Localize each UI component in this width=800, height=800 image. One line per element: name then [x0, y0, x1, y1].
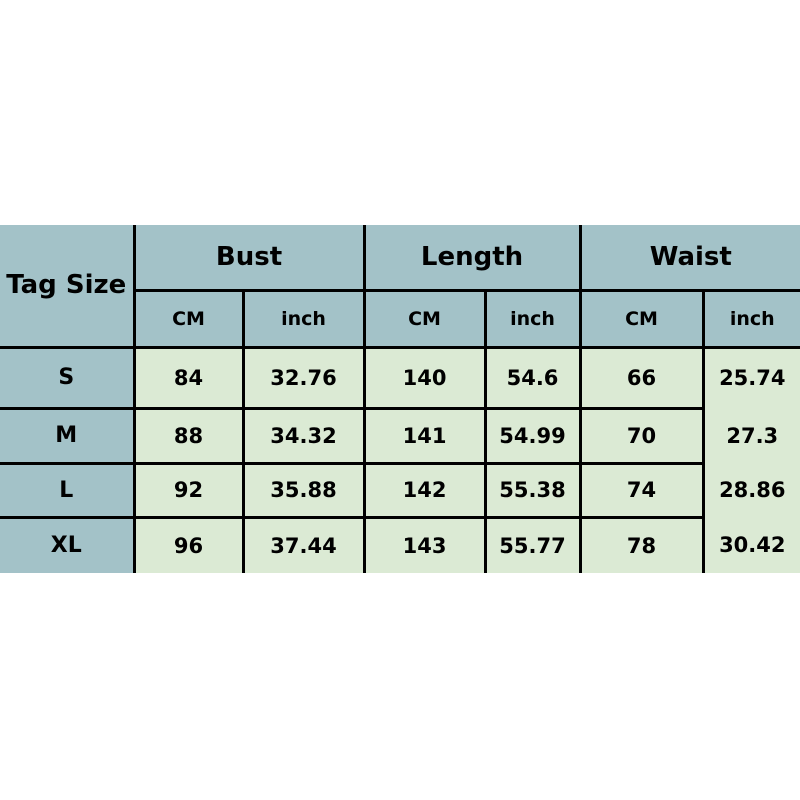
group-header-length: Length: [362, 225, 582, 292]
cell-m-waist-cm: 70: [578, 406, 705, 465]
table-row-l: L 92 35.88 142 55.38 74 28.86: [0, 461, 800, 519]
cell-xl-length-cm: 143: [362, 515, 487, 573]
cell-m-waist-inch: 27.3: [701, 406, 800, 463]
cell-s-bust-cm: 84: [132, 345, 245, 410]
group-header-bust: Bust: [132, 225, 366, 292]
row-label-s: S: [0, 345, 136, 410]
row-label-m: M: [0, 406, 136, 465]
cell-s-waist-cm: 66: [578, 345, 705, 410]
cell-s-length-cm: 140: [362, 345, 487, 410]
cell-l-length-inch: 55.38: [483, 461, 582, 519]
row-label-xl: XL: [0, 515, 136, 573]
unit-header-length-cm: CM: [362, 288, 487, 349]
group-header-waist: Waist: [578, 225, 800, 292]
cell-s-waist-inch: 25.74: [701, 345, 800, 408]
cell-s-bust-inch: 32.76: [241, 345, 366, 410]
cell-l-waist-inch: 28.86: [701, 461, 800, 517]
cell-l-bust-inch: 35.88: [241, 461, 366, 519]
cell-xl-length-inch: 55.77: [483, 515, 582, 573]
cell-xl-bust-inch: 37.44: [241, 515, 366, 573]
cell-m-length-cm: 141: [362, 406, 487, 465]
cell-xl-waist-cm: 78: [578, 515, 705, 573]
unit-header-bust-inch: inch: [241, 288, 366, 349]
cell-xl-waist-inch: 30.42: [701, 515, 800, 573]
cell-xl-bust-cm: 96: [132, 515, 245, 573]
unit-header-waist-cm: CM: [578, 288, 705, 349]
table-row-m: M 88 34.32 141 54.99 70 27.3: [0, 406, 800, 465]
cell-m-bust-cm: 88: [132, 406, 245, 465]
header-units-row: CM inch CM inch CM inch: [0, 288, 800, 349]
unit-header-length-inch: inch: [483, 288, 582, 349]
cell-l-bust-cm: 92: [132, 461, 245, 519]
cell-m-bust-inch: 34.32: [241, 406, 366, 465]
cell-l-length-cm: 142: [362, 461, 487, 519]
cell-l-waist-cm: 74: [578, 461, 705, 519]
row-label-l: L: [0, 461, 136, 519]
cell-s-length-inch: 54.6: [483, 345, 582, 410]
header-group-row: Tag Size Bust Length Waist: [0, 225, 800, 349]
cell-m-length-inch: 54.99: [483, 406, 582, 465]
size-chart-table: Tag Size Bust Length Waist CM inch CM in…: [0, 225, 800, 573]
table-row-s: S 84 32.76 140 54.6 66 25.74: [0, 345, 800, 410]
unit-header-waist-inch: inch: [701, 288, 800, 349]
tag-size-header: Tag Size: [0, 225, 136, 349]
table-row-xl: XL 96 37.44 143 55.77 78 30.42: [0, 515, 800, 573]
unit-header-bust-cm: CM: [132, 288, 245, 349]
